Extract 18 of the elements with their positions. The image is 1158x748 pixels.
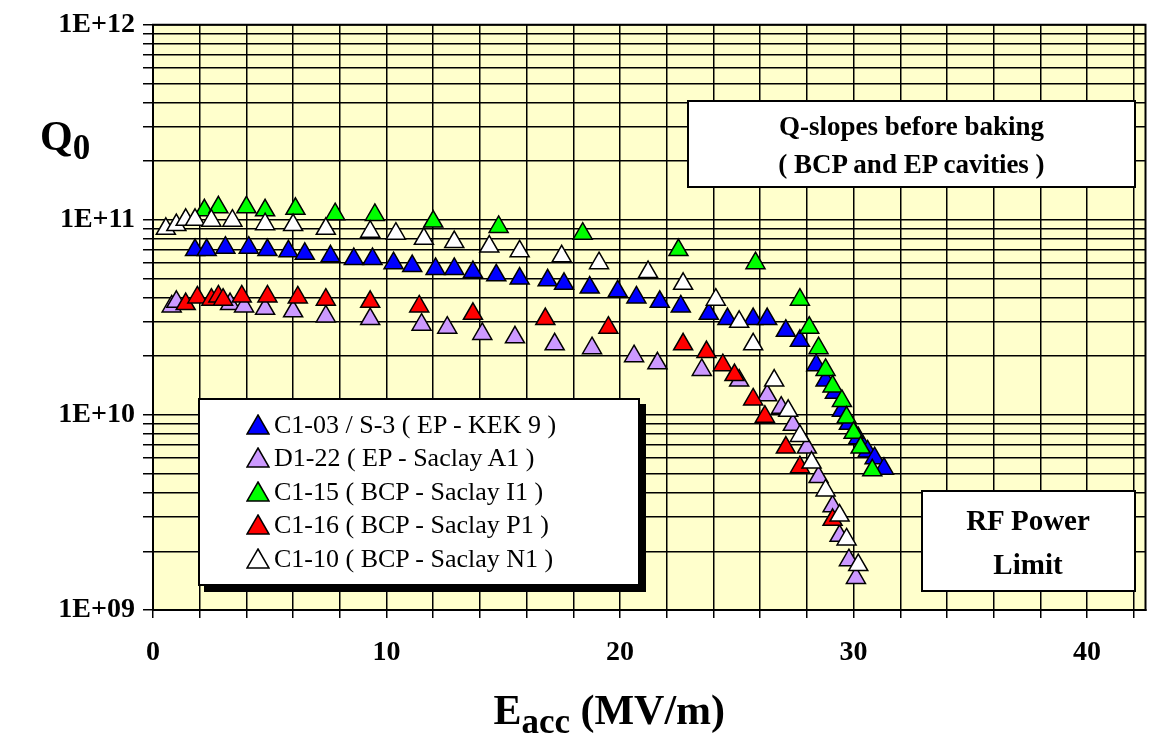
x-tick-label: 30 [839, 635, 868, 667]
legend-label: C1-03 / S-3 ( EP - KEK 9 ) [274, 409, 557, 440]
x-tick-label: 40 [1073, 635, 1102, 667]
y-axis-title: Q$_{0}$ [40, 112, 91, 169]
y-tick-label: 1E+09 [58, 592, 135, 624]
legend-label: C1-10 ( BCP - Saclay N1 ) [274, 543, 554, 574]
x-tick-label: 0 [146, 635, 160, 667]
x-axis-title: E$_{acc}$ (MV/m) [492, 686, 727, 743]
x-tick-label: 10 [372, 635, 401, 667]
y-tick-label: 1E+12 [58, 7, 135, 39]
x-tick-label: 20 [606, 635, 635, 667]
legend-label: C1-16 ( BCP - Saclay P1 ) [274, 510, 549, 541]
title-box: Q-slopes before baking ( BCP and EP cavities ) [687, 100, 1136, 188]
legend-label: C1-15 ( BCP - Saclay I1 ) [274, 476, 544, 507]
y-tick-label: 1E+11 [59, 202, 135, 234]
legend-label: D1-22 ( EP - Saclay A1 ) [274, 443, 535, 474]
annotation: RF Power Limit [920, 490, 1136, 592]
y-tick-label: 1E+10 [58, 397, 135, 429]
